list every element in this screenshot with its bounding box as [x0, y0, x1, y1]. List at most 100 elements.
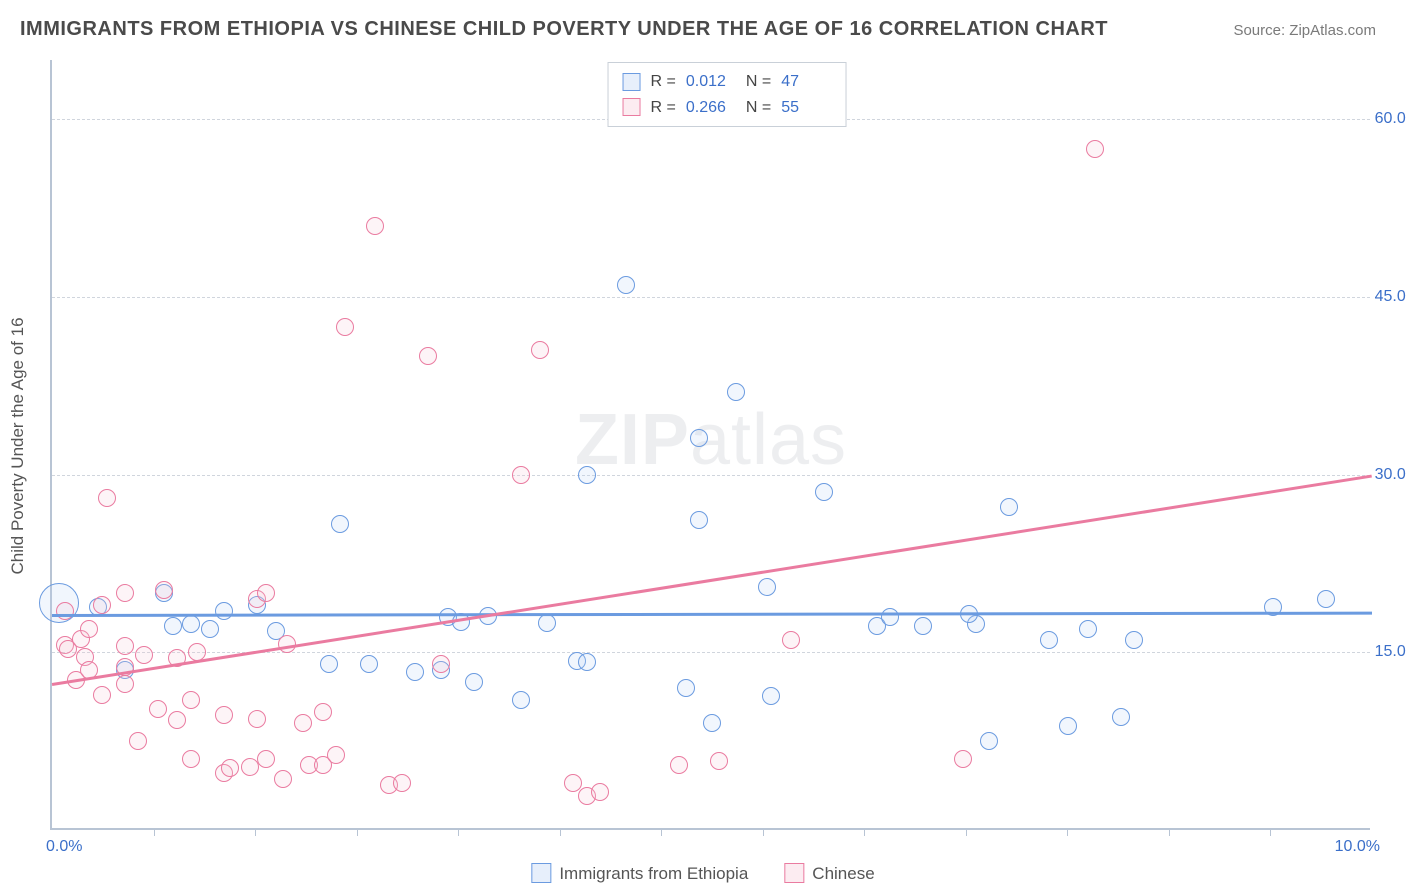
data-point — [1000, 498, 1018, 516]
legend-n-label: N = — [746, 95, 771, 121]
y-tick-label: 15.0% — [1360, 643, 1406, 661]
legend-swatch — [531, 863, 551, 883]
legend-n-value: 47 — [781, 69, 831, 95]
data-point — [512, 466, 530, 484]
data-point — [215, 602, 233, 620]
data-point — [1086, 140, 1104, 158]
data-point — [670, 756, 688, 774]
data-point — [815, 483, 833, 501]
data-point — [366, 217, 384, 235]
chart-title: IMMIGRANTS FROM ETHIOPIA VS CHINESE CHIL… — [20, 18, 1108, 41]
data-point — [257, 584, 275, 602]
legend-r-label: R = — [651, 69, 676, 95]
data-point — [762, 687, 780, 705]
data-point — [93, 596, 111, 614]
x-minor-tick — [458, 828, 459, 836]
data-point — [1125, 631, 1143, 649]
data-point — [116, 637, 134, 655]
legend-row: R =0.012N =47 — [623, 69, 832, 95]
data-point — [591, 783, 609, 801]
legend-label: Immigrants from Ethiopia — [559, 864, 748, 883]
data-point — [881, 608, 899, 626]
data-point — [155, 581, 173, 599]
data-point — [129, 732, 147, 750]
watermark: ZIPatlas — [575, 399, 847, 481]
legend-swatch — [784, 863, 804, 883]
x-minor-tick — [255, 828, 256, 836]
data-point — [727, 383, 745, 401]
legend-swatch — [623, 98, 641, 116]
legend-swatch — [623, 73, 641, 91]
data-point — [393, 774, 411, 792]
data-point — [531, 341, 549, 359]
data-point — [336, 318, 354, 336]
data-point — [182, 691, 200, 709]
data-point — [617, 276, 635, 294]
data-point — [182, 750, 200, 768]
data-point — [980, 732, 998, 750]
data-point — [538, 614, 556, 632]
x-minor-tick — [966, 828, 967, 836]
legend-r-value: 0.266 — [686, 95, 736, 121]
correlation-legend: R =0.012N =47R =0.266N =55 — [608, 62, 847, 127]
gridline — [52, 297, 1370, 298]
x-tick-max: 10.0% — [1335, 838, 1380, 856]
x-tick-min: 0.0% — [46, 838, 82, 856]
chart-plot-area: ZIPatlas 15.0%30.0%45.0%60.0%0.0%10.0% — [50, 60, 1370, 830]
legend-n-value: 55 — [781, 95, 831, 121]
x-minor-tick — [1067, 828, 1068, 836]
x-minor-tick — [560, 828, 561, 836]
data-point — [56, 602, 74, 620]
data-point — [758, 578, 776, 596]
y-axis-label: Child Poverty Under the Age of 16 — [8, 317, 28, 574]
data-point — [215, 706, 233, 724]
data-point — [116, 584, 134, 602]
data-point — [274, 770, 292, 788]
legend-n-label: N = — [746, 69, 771, 95]
data-point — [98, 489, 116, 507]
data-point — [465, 673, 483, 691]
data-point — [360, 655, 378, 673]
data-point — [93, 686, 111, 704]
y-tick-label: 60.0% — [1360, 110, 1406, 128]
data-point — [703, 714, 721, 732]
x-minor-tick — [154, 828, 155, 836]
legend-label: Chinese — [812, 864, 874, 883]
trend-line — [52, 475, 1372, 686]
data-point — [164, 617, 182, 635]
data-point — [782, 631, 800, 649]
data-point — [1317, 590, 1335, 608]
data-point — [578, 653, 596, 671]
trend-line — [52, 612, 1372, 617]
data-point — [1079, 620, 1097, 638]
x-minor-tick — [864, 828, 865, 836]
data-point — [1112, 708, 1130, 726]
data-point — [690, 511, 708, 529]
data-point — [1040, 631, 1058, 649]
data-point — [677, 679, 695, 697]
legend-row: R =0.266N =55 — [623, 95, 832, 121]
data-point — [432, 655, 450, 673]
data-point — [331, 515, 349, 533]
data-point — [257, 750, 275, 768]
gridline — [52, 475, 1370, 476]
data-point — [419, 347, 437, 365]
data-point — [1059, 717, 1077, 735]
data-point — [512, 691, 530, 709]
series-legend: Immigrants from Ethiopia Chinese — [531, 863, 874, 884]
data-point — [320, 655, 338, 673]
data-point — [327, 746, 345, 764]
data-point — [168, 711, 186, 729]
legend-item: Chinese — [784, 863, 874, 884]
data-point — [248, 710, 266, 728]
data-point — [578, 466, 596, 484]
data-point — [221, 759, 239, 777]
data-point — [314, 703, 332, 721]
data-point — [954, 750, 972, 768]
x-minor-tick — [1270, 828, 1271, 836]
x-minor-tick — [1169, 828, 1170, 836]
data-point — [914, 617, 932, 635]
data-point — [710, 752, 728, 770]
source-attribution: Source: ZipAtlas.com — [1233, 22, 1376, 39]
x-minor-tick — [357, 828, 358, 836]
